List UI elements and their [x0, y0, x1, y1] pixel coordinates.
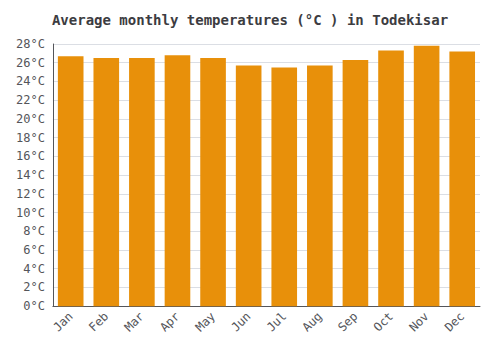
svg-text:8°C: 8°C: [23, 224, 45, 238]
svg-text:6°C: 6°C: [23, 243, 45, 257]
svg-text:Jan: Jan: [50, 309, 75, 334]
svg-text:20°C: 20°C: [16, 112, 45, 126]
svg-text:Jun: Jun: [228, 309, 253, 334]
svg-text:16°C: 16°C: [16, 149, 45, 163]
svg-text:0°C: 0°C: [23, 299, 45, 313]
svg-text:Nov: Nov: [406, 309, 431, 334]
svg-text:Oct: Oct: [371, 309, 396, 334]
svg-text:12°C: 12°C: [16, 187, 45, 201]
svg-text:26°C: 26°C: [16, 56, 45, 70]
svg-text:Feb: Feb: [86, 309, 111, 334]
svg-text:Apr: Apr: [157, 309, 182, 334]
svg-text:Mar: Mar: [122, 309, 147, 334]
svg-text:14°C: 14°C: [16, 168, 45, 182]
svg-text:Sep: Sep: [335, 309, 360, 334]
svg-text:Dec: Dec: [442, 309, 467, 334]
svg-text:Jul: Jul: [264, 309, 289, 334]
svg-text:2°C: 2°C: [23, 280, 45, 294]
svg-text:28°C: 28°C: [16, 37, 45, 51]
svg-text:10°C: 10°C: [16, 206, 45, 220]
svg-text:May: May: [193, 309, 218, 334]
svg-text:4°C: 4°C: [23, 262, 45, 276]
svg-text:22°C: 22°C: [16, 93, 45, 107]
svg-text:18°C: 18°C: [16, 131, 45, 145]
svg-text:Aug: Aug: [300, 309, 325, 334]
svg-text:Average monthly temperatures (: Average monthly temperatures (°C ) in To…: [52, 12, 448, 28]
svg-text:24°C: 24°C: [16, 74, 45, 88]
